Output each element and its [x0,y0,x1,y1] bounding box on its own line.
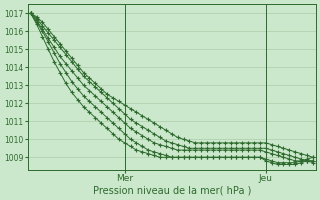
X-axis label: Pression niveau de la mer( hPa ): Pression niveau de la mer( hPa ) [92,186,251,196]
